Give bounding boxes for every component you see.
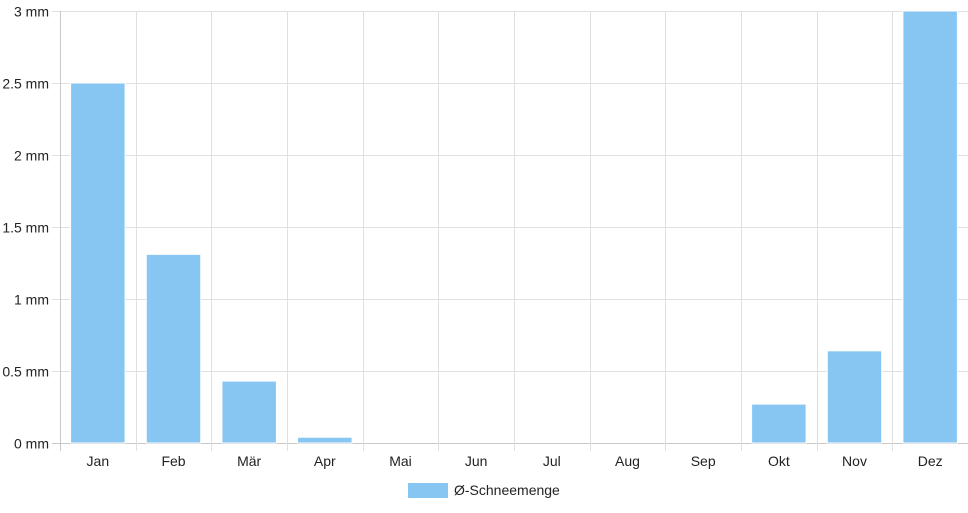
bar-layer: [70, 10, 958, 444]
legend-swatch[interactable]: [408, 483, 448, 498]
bar-okt[interactable]: [751, 403, 807, 444]
x-tick-label: Mai: [389, 453, 412, 469]
y-tick-label: 0.5 mm: [2, 364, 49, 380]
grid-layer: [52, 11, 968, 451]
x-tick-label: Mär: [237, 453, 261, 469]
bar-apr[interactable]: [297, 436, 353, 444]
bar-nov[interactable]: [826, 350, 883, 444]
y-tick-label: 0 mm: [14, 436, 49, 452]
x-tick-label: Sep: [691, 453, 716, 469]
x-tick-label: Okt: [768, 453, 790, 469]
y-tick-label: 2.5 mm: [2, 76, 49, 92]
bar-feb[interactable]: [145, 253, 202, 444]
y-tick-label: 1.5 mm: [2, 220, 49, 236]
x-tick-label: Dez: [918, 453, 943, 469]
x-tick-label: Jan: [87, 453, 110, 469]
y-tick-label: 2 mm: [14, 148, 49, 164]
x-tick-label: Aug: [615, 453, 640, 469]
legend[interactable]: Ø-Schneemenge: [408, 482, 560, 498]
bar-dez[interactable]: [902, 10, 958, 444]
x-tick-label: Apr: [314, 453, 336, 469]
x-tick-label: Feb: [161, 453, 185, 469]
bar-jan[interactable]: [70, 82, 126, 444]
x-tick-label: Jul: [543, 453, 561, 469]
y-tick-label: 1 mm: [14, 292, 49, 308]
x-tick-label: Jun: [465, 453, 488, 469]
bar-mär[interactable]: [221, 380, 277, 444]
x-tick-label: Nov: [842, 453, 867, 469]
axis-layer: 0 mm 0.5 mm 1 mm 1.5 mm 2 mm 2.5 mm 3 mm Jan Feb…: [2, 4, 942, 470]
legend-label[interactable]: Ø-Schneemenge: [454, 482, 560, 498]
y-tick-label: 3 mm: [14, 4, 49, 20]
